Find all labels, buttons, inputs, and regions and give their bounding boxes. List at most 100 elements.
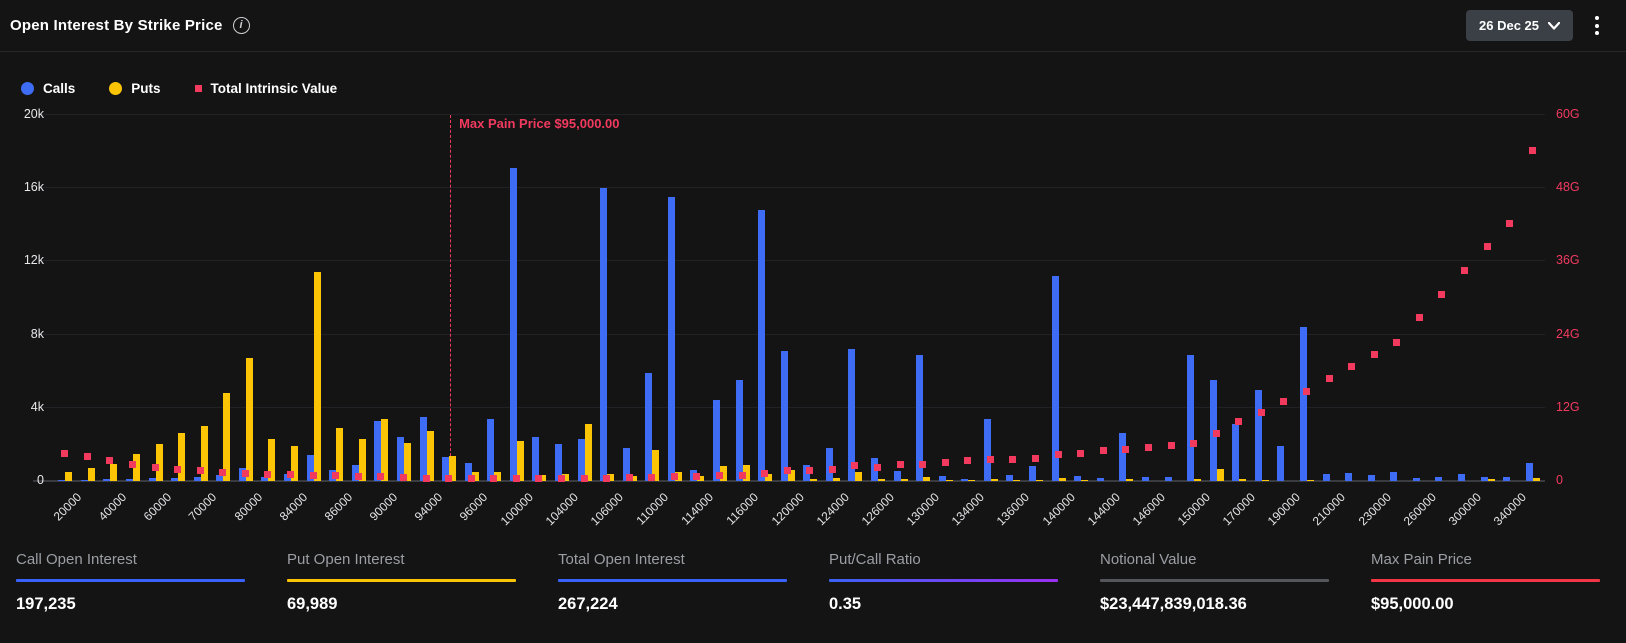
calls-bar[interactable] xyxy=(1029,466,1037,481)
puts-bar[interactable] xyxy=(810,479,818,481)
intrinsic-value-dot[interactable] xyxy=(1280,397,1288,405)
intrinsic-value-dot[interactable] xyxy=(1483,243,1491,251)
calls-bar[interactable] xyxy=(1345,472,1353,481)
intrinsic-value-dot[interactable] xyxy=(1325,375,1333,383)
intrinsic-value-dot[interactable] xyxy=(1460,266,1468,274)
puts-bar[interactable] xyxy=(200,426,208,481)
intrinsic-value-dot[interactable] xyxy=(1506,219,1514,227)
calls-bar[interactable] xyxy=(374,420,382,481)
puts-bar[interactable] xyxy=(765,473,773,481)
calls-bar[interactable] xyxy=(712,400,720,481)
puts-bar[interactable] xyxy=(426,430,434,481)
intrinsic-value-dot[interactable] xyxy=(1235,417,1243,425)
puts-bar[interactable] xyxy=(449,456,457,481)
calls-bar[interactable] xyxy=(1457,473,1465,481)
intrinsic-value-dot[interactable] xyxy=(1302,387,1310,395)
intrinsic-value-dot[interactable] xyxy=(964,457,972,465)
puts-bar[interactable] xyxy=(155,444,163,481)
puts-bar[interactable] xyxy=(1013,480,1021,481)
intrinsic-value-dot[interactable] xyxy=(467,475,475,483)
intrinsic-value-dot[interactable] xyxy=(83,453,91,461)
intrinsic-value-dot[interactable] xyxy=(399,473,407,481)
calls-bar[interactable] xyxy=(1277,446,1285,481)
intrinsic-value-dot[interactable] xyxy=(151,464,159,472)
calls-bar[interactable] xyxy=(1480,477,1488,481)
intrinsic-value-dot[interactable] xyxy=(783,467,791,475)
intrinsic-value-dot[interactable] xyxy=(1167,442,1175,450)
calls-bar[interactable] xyxy=(893,470,901,481)
puts-bar[interactable] xyxy=(358,438,366,481)
puts-bar[interactable] xyxy=(1081,480,1089,481)
legend-item-puts[interactable]: Puts xyxy=(109,81,161,96)
calls-bar[interactable] xyxy=(938,475,946,481)
calls-bar[interactable] xyxy=(1412,478,1420,481)
intrinsic-value-dot[interactable] xyxy=(309,471,317,479)
puts-bar[interactable] xyxy=(178,433,186,481)
intrinsic-value-dot[interactable] xyxy=(603,474,611,482)
calls-bar[interactable] xyxy=(306,455,314,481)
puts-bar[interactable] xyxy=(968,480,976,481)
calls-bar[interactable] xyxy=(848,349,856,481)
puts-bar[interactable] xyxy=(1216,469,1224,481)
intrinsic-value-dot[interactable] xyxy=(1190,440,1198,448)
intrinsic-value-dot[interactable] xyxy=(828,466,836,474)
calls-bar[interactable] xyxy=(532,437,540,481)
puts-bar[interactable] xyxy=(403,442,411,481)
calls-bar[interactable] xyxy=(148,478,156,481)
puts-bar[interactable] xyxy=(494,471,502,481)
calls-bar[interactable] xyxy=(261,477,269,481)
puts-bar[interactable] xyxy=(110,463,118,481)
puts-bar[interactable] xyxy=(381,418,389,481)
puts-bar[interactable] xyxy=(223,393,231,481)
legend-item-intrinsic[interactable]: Total Intrinsic Value xyxy=(194,81,337,96)
intrinsic-value-dot[interactable] xyxy=(648,473,656,481)
intrinsic-value-dot[interactable] xyxy=(1257,409,1265,417)
puts-bar[interactable] xyxy=(1261,480,1269,481)
intrinsic-value-dot[interactable] xyxy=(1077,450,1085,458)
calls-bar[interactable] xyxy=(1232,424,1240,481)
calls-bar[interactable] xyxy=(577,438,585,481)
puts-bar[interactable] xyxy=(742,464,750,481)
puts-bar[interactable] xyxy=(245,358,253,481)
puts-bar[interactable] xyxy=(900,479,908,481)
puts-bar[interactable] xyxy=(629,475,637,481)
intrinsic-value-dot[interactable] xyxy=(1415,314,1423,322)
calls-bar[interactable] xyxy=(1074,475,1082,481)
intrinsic-value-dot[interactable] xyxy=(1032,455,1040,463)
intrinsic-value-dot[interactable] xyxy=(219,469,227,477)
intrinsic-value-dot[interactable] xyxy=(1099,446,1107,454)
puts-bar[interactable] xyxy=(1194,479,1202,481)
intrinsic-value-dot[interactable] xyxy=(241,470,249,478)
puts-bar[interactable] xyxy=(855,471,863,481)
puts-bar[interactable] xyxy=(1532,478,1540,481)
calls-bar[interactable] xyxy=(600,188,608,481)
calls-bar[interactable] xyxy=(1525,462,1533,481)
intrinsic-value-dot[interactable] xyxy=(1438,290,1446,298)
intrinsic-value-dot[interactable] xyxy=(264,470,272,478)
calls-bar[interactable] xyxy=(825,448,833,481)
puts-bar[interactable] xyxy=(1036,480,1044,481)
calls-bar[interactable] xyxy=(103,479,111,481)
intrinsic-value-dot[interactable] xyxy=(287,471,295,479)
puts-bar[interactable] xyxy=(133,454,140,481)
calls-bar[interactable] xyxy=(554,444,562,481)
calls-bar[interactable] xyxy=(1096,478,1104,481)
intrinsic-value-dot[interactable] xyxy=(874,463,881,471)
puts-bar[interactable] xyxy=(336,427,344,481)
intrinsic-value-dot[interactable] xyxy=(332,472,340,480)
puts-bar[interactable] xyxy=(1058,478,1066,481)
intrinsic-value-dot[interactable] xyxy=(377,473,385,481)
intrinsic-value-dot[interactable] xyxy=(557,475,565,483)
intrinsic-value-dot[interactable] xyxy=(422,474,430,482)
puts-bar[interactable] xyxy=(945,480,953,481)
puts-bar[interactable] xyxy=(652,449,660,481)
intrinsic-value-dot[interactable] xyxy=(61,449,69,457)
puts-bar[interactable] xyxy=(87,468,95,481)
calls-bar[interactable] xyxy=(1367,474,1375,481)
intrinsic-value-dot[interactable] xyxy=(738,471,746,479)
intrinsic-value-dot[interactable] xyxy=(1370,350,1378,358)
calls-bar[interactable] xyxy=(735,380,743,481)
calls-bar[interactable] xyxy=(622,448,630,481)
intrinsic-value-dot[interactable] xyxy=(986,456,994,464)
calls-bar[interactable] xyxy=(916,354,924,481)
